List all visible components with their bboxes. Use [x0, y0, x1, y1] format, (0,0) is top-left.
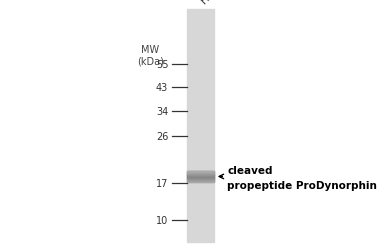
- Bar: [187, 180, 214, 181]
- Bar: [187, 175, 214, 176]
- Text: 26: 26: [156, 131, 168, 141]
- Bar: [187, 10, 214, 242]
- Text: 10: 10: [156, 216, 168, 226]
- Bar: [187, 172, 214, 173]
- Text: 34: 34: [156, 107, 168, 117]
- Bar: [187, 179, 214, 180]
- Text: cleaved: cleaved: [227, 165, 273, 175]
- Bar: [187, 177, 214, 178]
- Text: 17: 17: [156, 178, 168, 188]
- Bar: [187, 178, 214, 179]
- Text: 55: 55: [156, 60, 168, 70]
- Bar: [187, 179, 214, 180]
- Bar: [187, 181, 214, 182]
- Bar: [187, 174, 214, 175]
- Bar: [187, 176, 214, 177]
- Text: propeptide ProDynorphin: propeptide ProDynorphin: [227, 180, 377, 190]
- Text: Human brain: Human brain: [199, 0, 254, 6]
- Bar: [187, 176, 214, 177]
- Bar: [187, 180, 214, 181]
- Bar: [187, 173, 214, 174]
- Bar: [187, 172, 214, 173]
- Text: 43: 43: [156, 83, 168, 93]
- Bar: [187, 173, 214, 174]
- Bar: [187, 171, 214, 172]
- Bar: [187, 171, 214, 172]
- Bar: [187, 177, 214, 178]
- Bar: [187, 174, 214, 175]
- Text: MW
(kDa): MW (kDa): [137, 45, 164, 66]
